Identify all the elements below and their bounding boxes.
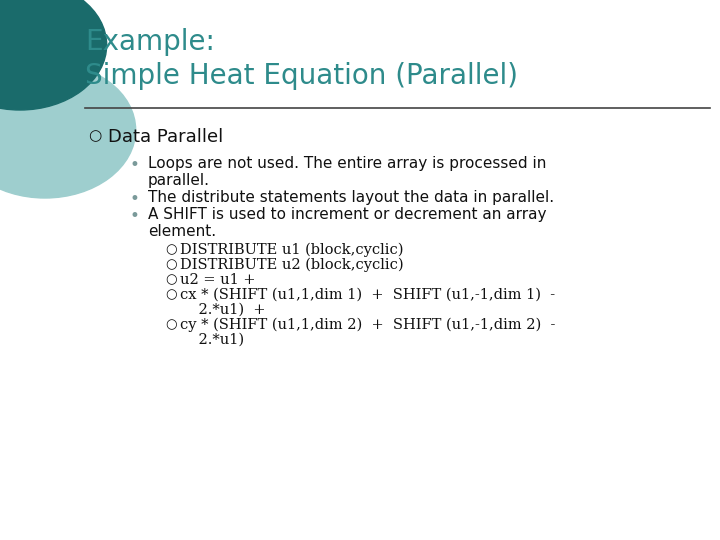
Text: ○: ○	[165, 273, 176, 286]
Text: cx * (SHIFT (u1,1,dim 1)  +  SHIFT (u1,-1,dim 1)  -: cx * (SHIFT (u1,1,dim 1) + SHIFT (u1,-1,…	[180, 288, 555, 302]
Text: DISTRIBUTE u2 (block,cyclic): DISTRIBUTE u2 (block,cyclic)	[180, 258, 404, 272]
Text: Simple Heat Equation (Parallel): Simple Heat Equation (Parallel)	[85, 62, 518, 90]
Text: •: •	[130, 207, 140, 225]
Text: Loops are not used. The entire array is processed in: Loops are not used. The entire array is …	[148, 156, 546, 171]
Text: ○: ○	[88, 128, 102, 143]
Text: ○: ○	[165, 243, 176, 256]
Text: The distribute statements layout the data in parallel.: The distribute statements layout the dat…	[148, 190, 554, 205]
Text: 2.*u1): 2.*u1)	[180, 333, 244, 347]
Text: Data Parallel: Data Parallel	[108, 128, 223, 146]
Text: ○: ○	[165, 258, 176, 271]
Text: •: •	[130, 190, 140, 208]
Text: ○: ○	[165, 288, 176, 301]
Text: •: •	[130, 156, 140, 174]
Text: 2.*u1)  +: 2.*u1) +	[180, 303, 266, 317]
Text: u2 = u1 +: u2 = u1 +	[180, 273, 256, 287]
Text: ○: ○	[165, 318, 176, 331]
Text: element.: element.	[148, 224, 216, 239]
Text: Example:: Example:	[85, 28, 215, 56]
Text: cy * (SHIFT (u1,1,dim 2)  +  SHIFT (u1,-1,dim 2)  -: cy * (SHIFT (u1,1,dim 2) + SHIFT (u1,-1,…	[180, 318, 555, 333]
Text: A SHIFT is used to increment or decrement an array: A SHIFT is used to increment or decremen…	[148, 207, 546, 222]
Text: parallel.: parallel.	[148, 173, 210, 188]
Text: DISTRIBUTE u1 (block,cyclic): DISTRIBUTE u1 (block,cyclic)	[180, 243, 403, 258]
